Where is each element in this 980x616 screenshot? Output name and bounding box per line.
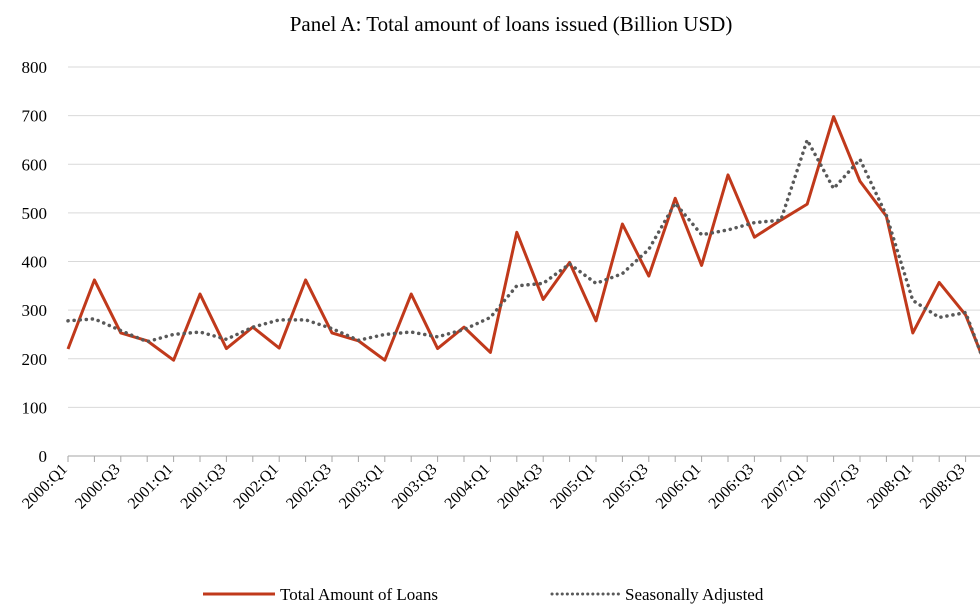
x-tick-label: 2007:Q3 [811, 461, 863, 513]
x-tick-label: 2000:Q3 [72, 461, 124, 513]
series-lines [66, 115, 980, 362]
y-axis-tick-labels: 0 100 200 300 400 500 600 700 800 [22, 58, 48, 466]
y-tick-label: 800 [22, 58, 48, 77]
x-tick-label: 2002:Q1 [230, 461, 282, 513]
x-tick-label: 2003:Q3 [389, 461, 441, 513]
y-tick-label: 0 [39, 447, 48, 466]
y-tick-label: 400 [22, 253, 48, 272]
x-tick-label: 2007:Q1 [758, 461, 810, 513]
legend-label: Total Amount of Loans [280, 585, 438, 604]
x-axis: 2000:Q1 2000:Q3 2001:Q1 2001:Q3 2002:Q1 2002:… [19, 455, 980, 513]
series-line-total-loans [66, 115, 980, 362]
y-tick-label: 300 [22, 301, 48, 320]
x-tick-label: 2002:Q3 [283, 461, 335, 513]
x-tick-label: 2006:Q1 [653, 461, 705, 513]
x-tick-label: 2006:Q3 [706, 461, 758, 513]
y-tick-label: 100 [22, 398, 48, 417]
y-tick-label: 200 [22, 350, 48, 369]
y-tick-label: 600 [22, 155, 48, 174]
x-tick-label: 2004:Q1 [442, 461, 494, 513]
x-tick-label: 2008:Q3 [917, 461, 969, 513]
x-tick-label: 2003:Q1 [336, 461, 388, 513]
legend-label: Seasonally Adjusted [625, 585, 764, 604]
chart-title: Panel A: Total amount of loans issued (B… [290, 12, 733, 36]
x-tick-label: 2005:Q3 [600, 461, 652, 513]
y-tick-label: 700 [22, 107, 48, 126]
x-tick-label: 2001:Q1 [125, 461, 177, 513]
legend: Total Amount of Loans Seasonally Adjusted [203, 585, 764, 604]
x-tick-label: 2005:Q1 [547, 461, 599, 513]
x-tick-label: 2008:Q1 [864, 461, 916, 513]
y-tick-label: 500 [22, 204, 48, 223]
x-tick-label: 2001:Q3 [178, 461, 230, 513]
gridlines [68, 66, 980, 408]
x-tick-label: 2000:Q1 [19, 461, 71, 513]
x-tick-label: 2004:Q3 [494, 461, 546, 513]
